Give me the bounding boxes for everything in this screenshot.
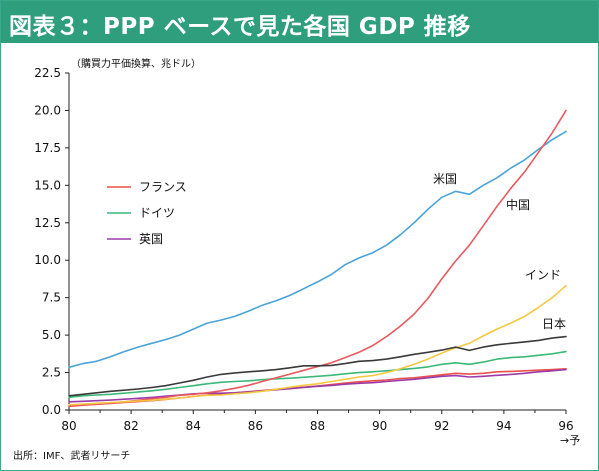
- direct-label-米国: 米国: [433, 172, 457, 186]
- title-bar: 図表３：PPP ベースで見た各国 GDP 推移: [1, 1, 598, 43]
- y-tick-label: 17.5: [34, 141, 61, 155]
- series-line-米国: [68, 130, 567, 369]
- series-line-日本: [68, 335, 567, 397]
- y-tick-label: 7.5: [42, 291, 61, 305]
- series-line-インド: [68, 284, 567, 406]
- source-note: 出所：IMF、武者リサーチ: [13, 451, 131, 462]
- y-tick-label: 12.5: [34, 216, 61, 230]
- y-tick-label: 15.0: [34, 178, 61, 192]
- y-tick-label: 5.0: [42, 328, 61, 342]
- series-line-英国: [68, 368, 567, 403]
- x-tick-label: 90: [372, 419, 387, 433]
- y-tick-label: 2.5: [42, 366, 61, 380]
- y-tick-label: 0.0: [42, 403, 61, 417]
- line-chart: （購買力平価換算、兆ドル） 0.0 2.5 5.0 7.5 10.0 12.5 15.0 17.…: [34, 57, 580, 447]
- direct-label-中国: 中国: [506, 197, 530, 212]
- legend-label: フランス: [139, 180, 187, 194]
- x-tick-label: 94: [496, 419, 511, 433]
- x-tick-label: 86: [248, 419, 263, 433]
- x-tick-label: 88: [310, 419, 325, 433]
- series-line-ドイツ: [68, 350, 567, 399]
- chart-title: 図表３：PPP ベースで見た各国 GDP 推移: [9, 14, 471, 40]
- y-tick-label: 10.0: [34, 253, 61, 267]
- y-tick-label: 20.0: [34, 103, 61, 117]
- x-tick-label: 82: [123, 419, 138, 433]
- direct-label-日本: 日本: [542, 317, 566, 331]
- unit-label: （購買力平価換算、兆ドル）: [71, 57, 201, 70]
- legend-label: 英国: [139, 232, 163, 246]
- y-tick-label: 22.5: [34, 66, 61, 80]
- legend-label: ドイツ: [139, 206, 175, 220]
- x-tick-label: 92: [434, 419, 449, 433]
- direct-label-インド: インド: [525, 268, 561, 282]
- x-tick-label: 96: [558, 419, 573, 433]
- x-tick-label: 84: [186, 419, 201, 433]
- series-line-中国: [68, 109, 567, 407]
- forecast-label: →予: [560, 434, 580, 447]
- x-tick-label: 80: [61, 419, 76, 433]
